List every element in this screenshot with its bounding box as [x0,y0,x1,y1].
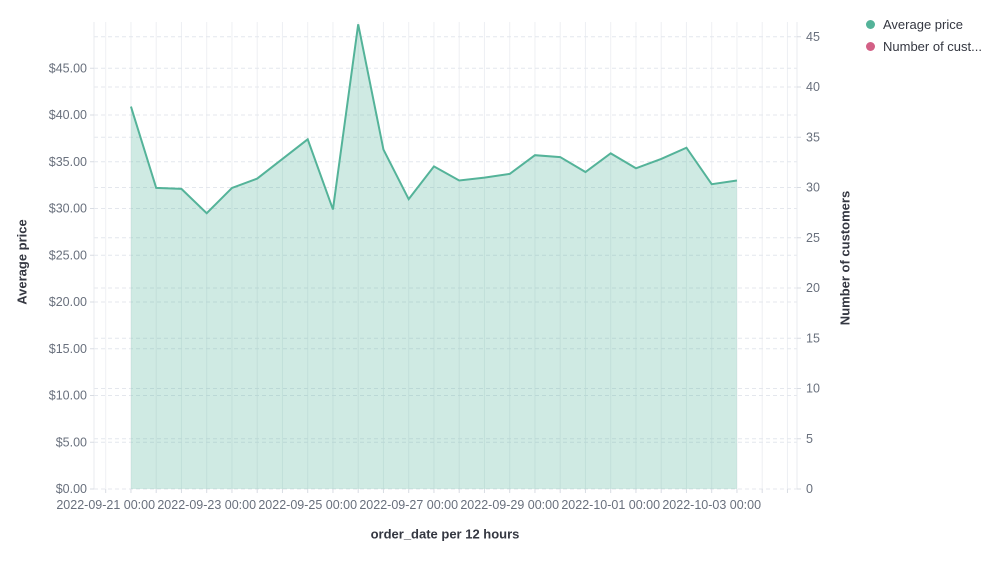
left-tick-label: $15.00 [49,342,87,356]
right-axis-title: Number of customers [837,190,853,326]
x-axis-title: order_date per 12 hours [370,526,520,542]
left-tick-label: $35.00 [49,155,87,169]
left-axis-title: Average price [14,219,30,305]
right-tick-label: 40 [806,80,820,94]
x-tick-label: 2022-09-21 00:00 [56,498,155,512]
left-tick-label: $25.00 [49,248,87,262]
right-tick-label: 5 [806,432,813,446]
x-tick-label: 2022-10-03 00:00 [662,498,761,512]
right-tick-label: 10 [806,382,820,396]
legend: Average price Number of cust... [866,17,982,54]
x-tick-label: 2022-09-29 00:00 [460,498,559,512]
x-tick-label: 2022-09-23 00:00 [157,498,256,512]
left-tick-label: $20.00 [49,295,87,309]
left-tick-label: $0.00 [56,482,87,496]
legend-swatch-number-of-customers [866,42,875,51]
right-tick-label: 25 [806,231,820,245]
legend-item-average-price[interactable]: Average price [866,17,982,32]
left-tick-label: $5.00 [56,435,87,449]
right-tick-label: 0 [806,482,813,496]
right-tick-label: 35 [806,130,820,144]
right-tick-label: 30 [806,181,820,195]
x-tick-label: 2022-10-01 00:00 [561,498,660,512]
right-tick-label: 20 [806,281,820,295]
series-line-average-price [129,24,738,215]
left-tick-label: $45.00 [49,61,87,75]
series-area-average-price [130,24,737,490]
x-tick-label: 2022-09-27 00:00 [359,498,458,512]
right-tick-label: 15 [806,331,820,345]
left-tick-label: $40.00 [49,108,87,122]
x-tick-label: 2022-09-25 00:00 [258,498,357,512]
legend-item-number-of-customers[interactable]: Number of cust... [866,39,982,54]
legend-label-average-price: Average price [883,17,963,32]
legend-swatch-average-price [866,20,875,29]
left-tick-label: $30.00 [49,202,87,216]
right-tick-label: 45 [806,30,820,44]
left-tick-label: $10.00 [49,389,87,403]
legend-label-number-of-customers: Number of cust... [883,39,982,54]
